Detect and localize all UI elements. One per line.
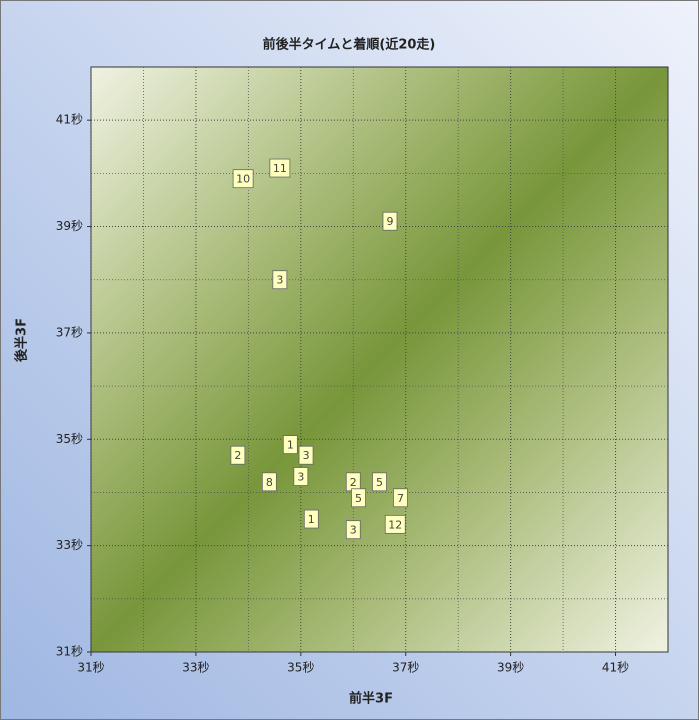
point-marker [232, 169, 254, 189]
point-label: 2 [234, 449, 241, 462]
point-label: 12 [388, 518, 402, 531]
point-marker [351, 488, 366, 508]
point-marker [393, 488, 408, 508]
point-marker [269, 158, 291, 178]
y-axis-label: 後半3F [14, 318, 30, 362]
point-marker [372, 472, 387, 492]
chart-title: 前後半タイムと着順(近20走) [263, 37, 436, 53]
point-marker [345, 520, 361, 540]
x-tick-label: 33秒 [182, 661, 209, 675]
point-label: 8 [266, 476, 273, 489]
point-label: 1 [287, 439, 294, 452]
point-label: 3 [350, 524, 357, 537]
point-label: 11 [273, 162, 287, 175]
x-axis-label: 前半3F [349, 691, 393, 707]
x-tick-label: 41秒 [602, 661, 629, 675]
point-label: 7 [397, 492, 404, 505]
point-label: 1 [308, 513, 315, 526]
point-label: 5 [355, 492, 362, 505]
point-marker [261, 472, 277, 492]
point-label: 5 [376, 476, 383, 489]
x-tick-label: 39秒 [497, 661, 524, 675]
x-tick-label: 37秒 [392, 661, 419, 675]
point-marker [272, 270, 288, 290]
plot-area [90, 66, 669, 653]
point-label: 2 [350, 476, 357, 489]
point-marker [382, 211, 398, 231]
point-marker [303, 509, 319, 529]
x-tick-label: 35秒 [287, 661, 314, 675]
y-tick-label: 35秒 [56, 432, 83, 446]
y-tick-label: 39秒 [56, 219, 83, 233]
point-label: 10 [236, 173, 250, 186]
point-marker [384, 514, 406, 534]
point-marker [298, 445, 314, 465]
y-tick-label: 33秒 [56, 538, 83, 552]
point-marker [230, 445, 246, 465]
y-tick-label: 37秒 [56, 325, 83, 339]
x-tick-label: 31秒 [77, 661, 104, 675]
point-label: 9 [386, 215, 393, 228]
point-label: 3 [297, 471, 304, 484]
y-tick-label: 31秒 [56, 645, 83, 659]
point-label: 3 [303, 449, 310, 462]
y-tick-label: 41秒 [56, 113, 83, 127]
point-marker [293, 467, 309, 486]
point-label: 3 [276, 274, 283, 287]
point-marker [282, 435, 298, 454]
